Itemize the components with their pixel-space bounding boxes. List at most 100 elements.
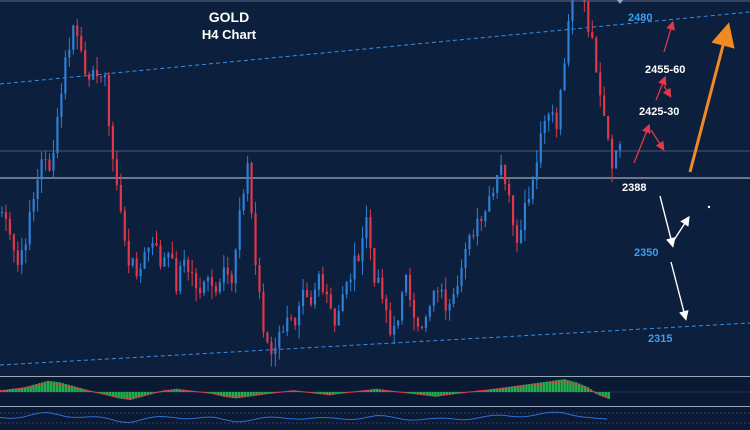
candle-body — [56, 116, 59, 153]
candle-body — [99, 76, 103, 78]
target-arrow-4 — [662, 85, 672, 98]
channel-lower-line — [0, 322, 750, 366]
oscillator-bar — [38, 383, 41, 392]
candle-body — [175, 258, 178, 292]
candle-body — [198, 288, 202, 294]
oscillator-bar — [528, 384, 531, 392]
oscillator-bar — [143, 392, 147, 396]
candle-body — [555, 112, 558, 130]
candle-body — [139, 268, 142, 277]
candle-body — [333, 308, 336, 326]
candle-body — [68, 49, 71, 58]
oscillator-bar — [313, 392, 317, 394]
candle-body — [607, 115, 610, 139]
oscillator-bar — [14, 388, 18, 392]
oscillator-bar — [129, 392, 132, 400]
oscillator-bar — [64, 384, 68, 392]
candle-body — [72, 25, 75, 50]
oscillator-bar — [536, 382, 540, 392]
target-arrow-2 — [650, 129, 665, 151]
oscillator-bar — [601, 392, 604, 397]
oscillator-bar — [290, 390, 293, 392]
candle-body — [187, 259, 190, 273]
candle-body — [290, 317, 293, 319]
oscillator-bar — [445, 392, 449, 396]
oscillator-bar — [164, 390, 167, 392]
oscillator-signal-line — [0, 381, 608, 400]
level-label-2315: 2315 — [648, 333, 672, 345]
oscillator-bar — [120, 392, 123, 399]
candle-body — [115, 159, 118, 186]
oscillator-bar — [443, 392, 446, 396]
candle-body — [523, 202, 527, 230]
candle-body — [587, 1, 590, 32]
oscillator-bar — [76, 387, 79, 392]
candle-body — [337, 311, 340, 326]
oscillator-bar — [507, 386, 511, 392]
oscillator-bar — [225, 392, 229, 398]
candle-body — [266, 332, 269, 342]
oscillator-bar — [481, 390, 484, 392]
candle-body — [155, 243, 158, 246]
candle-body — [325, 291, 328, 295]
bearish-arrow-2 — [671, 215, 690, 244]
oscillator-bar — [580, 384, 584, 392]
oscillator-bar — [516, 385, 519, 392]
oscillator-bar — [548, 381, 552, 392]
oscillator-bar — [170, 389, 173, 392]
candle-body — [238, 210, 241, 250]
oscillator-bar — [5, 389, 9, 392]
rsi-line — [0, 411, 608, 424]
oscillator-bar — [504, 387, 508, 392]
candle-body — [317, 274, 321, 290]
candle-body — [179, 265, 182, 292]
oscillator-bar — [428, 392, 431, 396]
oscillator-bar — [569, 380, 572, 392]
candle-body — [511, 195, 515, 226]
candle-body — [488, 196, 491, 212]
candle-body — [24, 244, 27, 251]
candle-body — [595, 37, 598, 73]
oscillator-bar — [32, 384, 35, 392]
candle-body — [313, 289, 317, 305]
candle-body — [365, 217, 368, 239]
oscillator-bar — [334, 392, 338, 395]
oscillator-bar — [539, 382, 543, 392]
oscillator-bar — [217, 392, 220, 396]
candle-body — [599, 72, 602, 96]
oscillator-bar — [11, 388, 15, 392]
oscillator-bar — [108, 392, 112, 396]
oscillator-bar — [249, 392, 252, 397]
chart-title: GOLD — [209, 9, 249, 25]
oscillator-bar — [23, 387, 27, 392]
candle-body — [563, 63, 566, 91]
oscillator-bar — [577, 383, 581, 392]
candle-body — [92, 70, 95, 80]
candle-body — [127, 240, 130, 266]
candle-body — [492, 192, 495, 197]
oscillator-bar — [522, 384, 525, 392]
candle-body — [16, 250, 19, 265]
oscillator-bar — [560, 379, 563, 392]
oscillator-bar — [228, 392, 232, 398]
candle-body — [329, 294, 332, 309]
oscillator-bar — [378, 389, 382, 392]
oscillator-bar — [234, 392, 238, 399]
candle-body — [476, 218, 479, 237]
candle-body — [496, 174, 499, 193]
candle-body — [393, 325, 396, 335]
candle-body — [507, 183, 511, 196]
candle-body — [385, 298, 388, 311]
candle-body — [301, 290, 305, 307]
candle-body — [361, 238, 364, 262]
candle-body — [76, 25, 79, 36]
candle-body — [357, 255, 360, 262]
oscillator-bar — [425, 392, 428, 396]
candle-body — [551, 112, 554, 115]
oscillator-bar — [8, 389, 12, 392]
oscillator-bar — [448, 392, 452, 395]
candle-body — [298, 306, 301, 326]
candle-body — [440, 289, 443, 292]
